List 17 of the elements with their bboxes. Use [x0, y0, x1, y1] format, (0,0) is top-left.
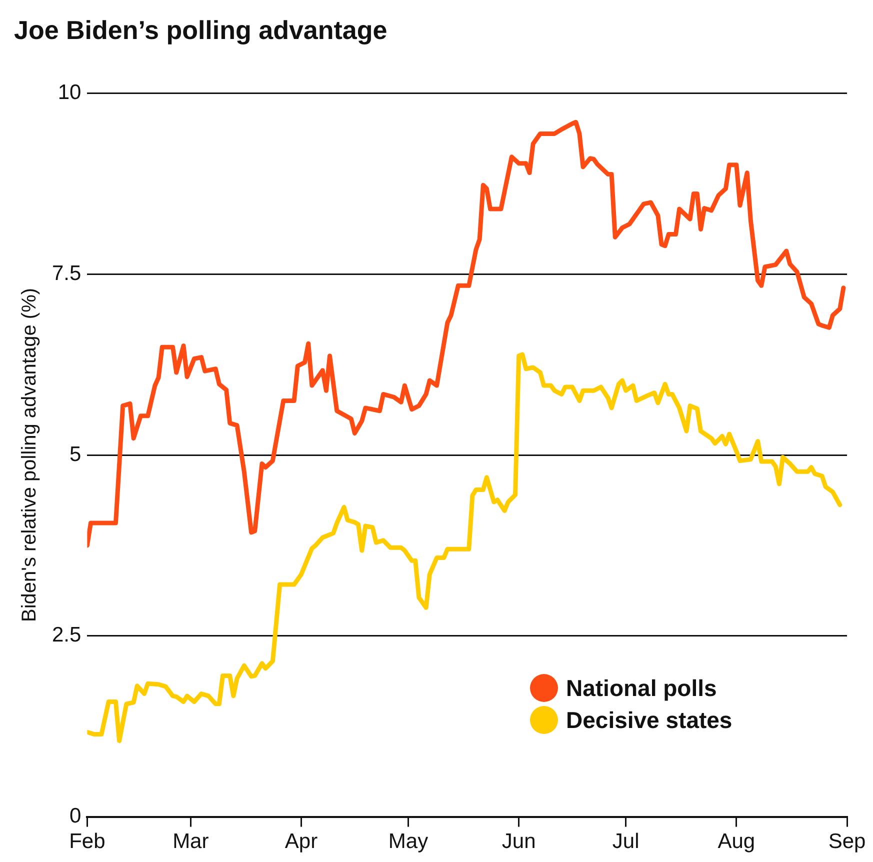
- legend-label: National polls: [566, 674, 717, 702]
- chart-title: Joe Biden’s polling advantage: [14, 14, 388, 45]
- x-tick-label: Feb: [69, 830, 106, 854]
- x-tick-label: Aug: [718, 830, 756, 854]
- x-tick-label: Mar: [172, 830, 209, 854]
- x-tick-label: Jun: [502, 830, 536, 854]
- x-tick-label: Apr: [284, 830, 318, 854]
- y-tick-label: 10: [58, 80, 82, 104]
- y-tick-label: 5: [70, 442, 82, 466]
- y-tick-label: 0: [70, 804, 82, 828]
- y-tick-label: 2.5: [52, 624, 82, 647]
- x-tick-label: Jul: [612, 830, 640, 854]
- x-tick-label: May: [388, 830, 429, 854]
- x-tick-label: Sep: [828, 830, 866, 854]
- y-axis-title: Biden's relative polling advantage (%): [18, 288, 41, 622]
- legend-label: Decisive states: [566, 706, 732, 734]
- y-tick-label: 7.5: [52, 262, 82, 285]
